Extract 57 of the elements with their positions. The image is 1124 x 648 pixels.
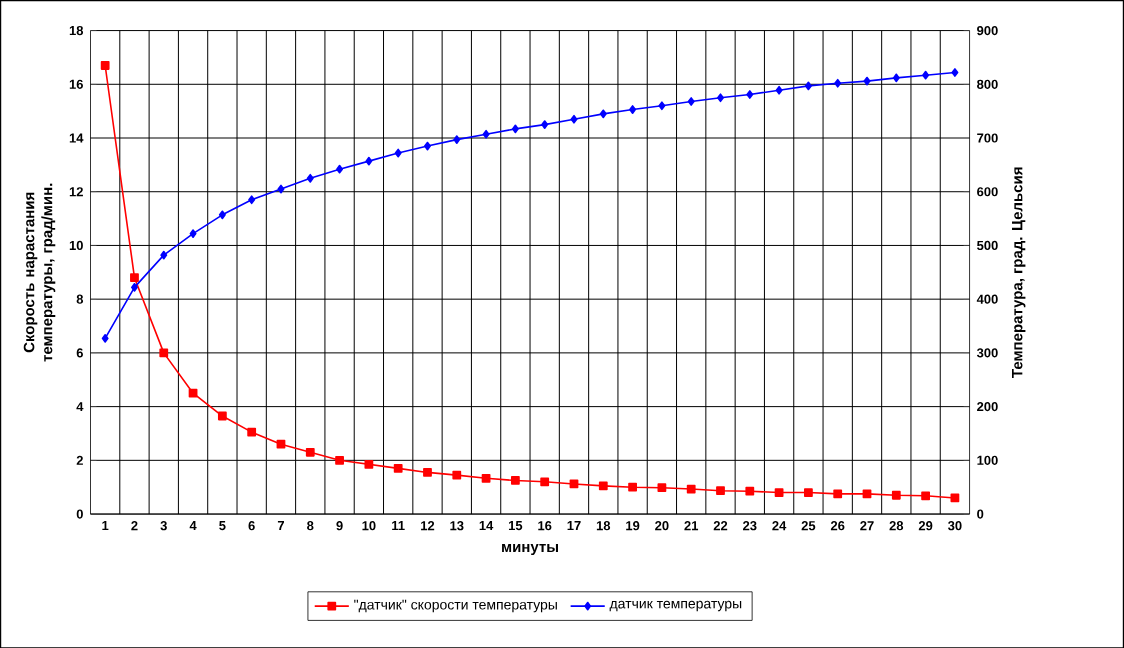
point: [188, 388, 198, 398]
point: [130, 282, 138, 292]
point: [921, 491, 931, 500]
point: [598, 481, 608, 490]
point: [658, 101, 666, 110]
point: [423, 141, 431, 151]
point: [306, 173, 314, 183]
point: [452, 470, 462, 480]
point: [453, 134, 461, 144]
point: [305, 447, 315, 457]
point: [540, 477, 550, 486]
point: [276, 439, 286, 449]
point: [951, 67, 959, 77]
point: [922, 70, 930, 80]
point: [834, 78, 842, 88]
point: [745, 486, 755, 496]
point: [394, 148, 402, 158]
point: [891, 490, 901, 500]
point: [393, 463, 403, 473]
point: [511, 124, 519, 134]
point: [657, 483, 667, 492]
point: [335, 455, 344, 465]
point: [218, 210, 226, 219]
point: [101, 333, 109, 343]
point: [716, 486, 725, 495]
point: [510, 475, 520, 485]
point: [248, 195, 256, 204]
point: [482, 129, 490, 139]
point: [336, 164, 344, 174]
point: [717, 93, 724, 102]
point: [189, 228, 197, 238]
point: [774, 487, 784, 497]
point: [863, 76, 871, 86]
point: [686, 484, 696, 494]
point: [629, 104, 637, 114]
point: [687, 96, 695, 106]
point: [100, 60, 110, 70]
point: [277, 184, 285, 194]
point: [570, 114, 578, 124]
point: [423, 467, 432, 477]
point: [599, 109, 607, 118]
point: [130, 273, 139, 282]
point: [247, 427, 257, 437]
point: [628, 482, 637, 492]
point: [365, 156, 373, 166]
point: [364, 459, 374, 469]
point: [217, 411, 227, 421]
point: [775, 85, 783, 95]
point: [481, 473, 491, 483]
point: [541, 119, 549, 129]
point: [159, 348, 169, 358]
point: [160, 250, 168, 260]
point: [804, 487, 813, 497]
point: [804, 81, 812, 91]
point: [833, 489, 843, 499]
point: [892, 73, 900, 83]
point: [746, 89, 754, 99]
